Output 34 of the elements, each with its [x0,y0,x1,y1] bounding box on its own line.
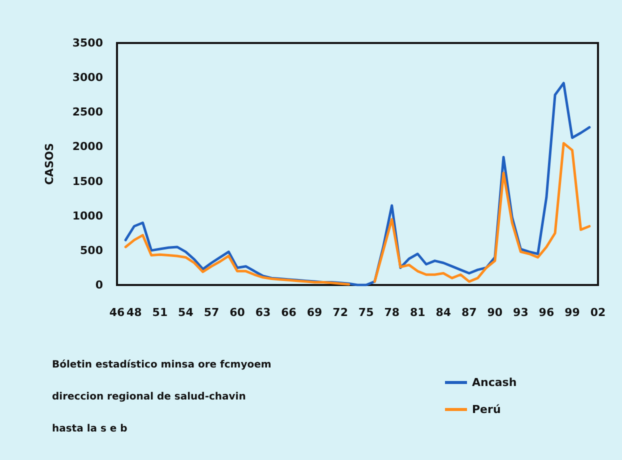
y-tick-label: 1000 [72,209,104,222]
x-tick-label: 54 [178,306,194,319]
x-tick-label: 93 [513,306,528,319]
text: direccion regional de salud-chavin [52,392,246,402]
x-tick-label: 96 [538,306,554,319]
legend-label: Ancash [472,376,517,389]
legend-label: Perú [472,403,501,416]
x-tick-label: 51 [152,306,168,319]
y-tick-label: 500 [80,244,104,257]
x-tick-label: 78 [384,306,400,319]
x-tick-label: 69 [306,306,322,319]
y-tick-label: 1500 [72,174,104,188]
text: Bóletin estadístico minsa ore fcmyoem [52,360,272,370]
y-tick-label: 2000 [72,140,104,154]
x-tick-label: 63 [255,306,271,319]
x-tick-label: 60 [230,306,246,319]
text: hasta la s e b [52,424,128,434]
x-tick-label: 81 [410,306,426,319]
x-tick-label: 46 [109,306,125,319]
x-tick-label: 87 [462,306,477,319]
y-axis-title: CASOS [43,143,56,185]
x-tick-label: 57 [204,306,220,319]
x-tick-label: 84 [436,306,452,319]
x-tick-label: 75 [358,306,374,319]
y-tick-label: 0 [95,278,104,292]
x-tick-label: 02 [590,306,606,319]
x-tick-label: 90 [487,306,503,319]
x-tick-label: 48 [126,306,142,319]
y-tick-label: 3000 [72,71,104,84]
y-tick-label: 3500 [72,36,104,50]
x-tick-label: 66 [281,306,297,319]
x-tick-label: 72 [332,306,348,319]
y-tick-label: 2500 [72,106,104,119]
x-tick-label: 99 [564,306,580,319]
